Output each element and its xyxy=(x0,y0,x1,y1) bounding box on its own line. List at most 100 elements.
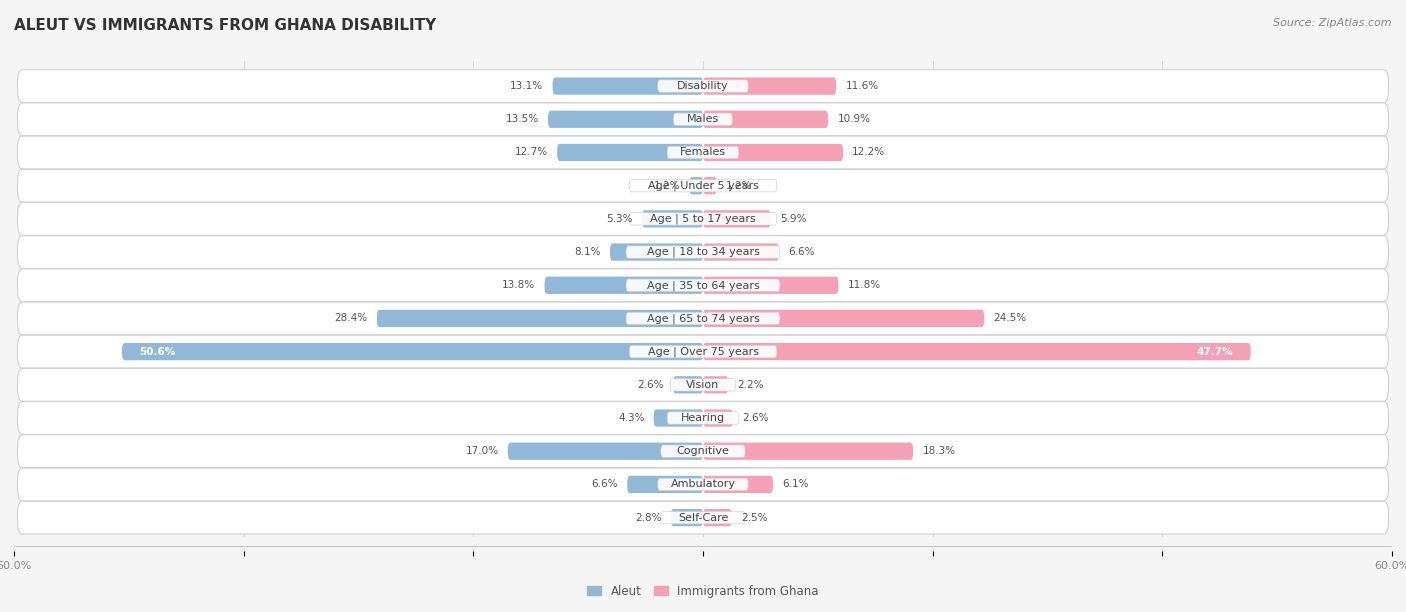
Text: Disability: Disability xyxy=(678,81,728,91)
FancyBboxPatch shape xyxy=(17,368,1389,401)
Text: 2.5%: 2.5% xyxy=(741,513,768,523)
FancyBboxPatch shape xyxy=(703,244,779,261)
FancyBboxPatch shape xyxy=(626,246,780,258)
FancyBboxPatch shape xyxy=(630,179,776,192)
FancyBboxPatch shape xyxy=(661,512,745,524)
FancyBboxPatch shape xyxy=(671,379,735,391)
FancyBboxPatch shape xyxy=(626,279,780,291)
Text: Age | 65 to 74 years: Age | 65 to 74 years xyxy=(647,313,759,324)
Text: 28.4%: 28.4% xyxy=(335,313,368,324)
FancyBboxPatch shape xyxy=(703,409,733,427)
Text: Hearing: Hearing xyxy=(681,413,725,423)
Text: 1.2%: 1.2% xyxy=(654,181,681,191)
FancyBboxPatch shape xyxy=(610,244,703,261)
FancyBboxPatch shape xyxy=(703,177,717,194)
FancyBboxPatch shape xyxy=(666,412,740,424)
FancyBboxPatch shape xyxy=(377,310,703,327)
Text: 12.7%: 12.7% xyxy=(515,147,548,157)
FancyBboxPatch shape xyxy=(703,211,770,228)
FancyBboxPatch shape xyxy=(673,376,703,394)
FancyBboxPatch shape xyxy=(703,343,1251,360)
Text: 18.3%: 18.3% xyxy=(922,446,956,456)
Text: 13.5%: 13.5% xyxy=(506,114,538,124)
FancyBboxPatch shape xyxy=(548,111,703,128)
Text: Ambulatory: Ambulatory xyxy=(671,479,735,490)
FancyBboxPatch shape xyxy=(17,170,1389,202)
FancyBboxPatch shape xyxy=(17,236,1389,269)
Text: 5.9%: 5.9% xyxy=(780,214,807,224)
Text: Source: ZipAtlas.com: Source: ZipAtlas.com xyxy=(1274,18,1392,28)
Text: 12.2%: 12.2% xyxy=(852,147,886,157)
FancyBboxPatch shape xyxy=(122,343,703,360)
FancyBboxPatch shape xyxy=(17,70,1389,102)
Text: 13.1%: 13.1% xyxy=(510,81,543,91)
FancyBboxPatch shape xyxy=(703,144,844,161)
FancyBboxPatch shape xyxy=(703,78,837,95)
FancyBboxPatch shape xyxy=(671,509,703,526)
Text: ALEUT VS IMMIGRANTS FROM GHANA DISABILITY: ALEUT VS IMMIGRANTS FROM GHANA DISABILIT… xyxy=(14,18,436,34)
FancyBboxPatch shape xyxy=(658,478,748,491)
FancyBboxPatch shape xyxy=(703,277,838,294)
FancyBboxPatch shape xyxy=(17,103,1389,136)
Text: 2.6%: 2.6% xyxy=(637,380,664,390)
Text: Age | Under 5 years: Age | Under 5 years xyxy=(648,181,758,191)
FancyBboxPatch shape xyxy=(703,442,912,460)
FancyBboxPatch shape xyxy=(17,335,1389,368)
Text: 50.6%: 50.6% xyxy=(139,346,176,357)
Text: 1.2%: 1.2% xyxy=(725,181,752,191)
Text: 8.1%: 8.1% xyxy=(574,247,600,257)
FancyBboxPatch shape xyxy=(703,310,984,327)
Text: 47.7%: 47.7% xyxy=(1197,346,1233,357)
FancyBboxPatch shape xyxy=(508,442,703,460)
FancyBboxPatch shape xyxy=(17,302,1389,335)
FancyBboxPatch shape xyxy=(17,136,1389,169)
FancyBboxPatch shape xyxy=(17,501,1389,534)
FancyBboxPatch shape xyxy=(17,269,1389,302)
Text: 24.5%: 24.5% xyxy=(994,313,1026,324)
Text: 2.2%: 2.2% xyxy=(738,380,763,390)
FancyBboxPatch shape xyxy=(666,146,740,159)
FancyBboxPatch shape xyxy=(17,401,1389,435)
FancyBboxPatch shape xyxy=(553,78,703,95)
FancyBboxPatch shape xyxy=(673,113,733,125)
Text: Age | 18 to 34 years: Age | 18 to 34 years xyxy=(647,247,759,257)
Text: Females: Females xyxy=(681,147,725,157)
FancyBboxPatch shape xyxy=(654,409,703,427)
FancyBboxPatch shape xyxy=(703,476,773,493)
Text: 11.8%: 11.8% xyxy=(848,280,880,290)
Text: 6.6%: 6.6% xyxy=(592,479,619,490)
Text: 6.6%: 6.6% xyxy=(787,247,814,257)
Text: Age | 35 to 64 years: Age | 35 to 64 years xyxy=(647,280,759,291)
FancyBboxPatch shape xyxy=(658,80,748,92)
Text: Males: Males xyxy=(688,114,718,124)
Text: 6.1%: 6.1% xyxy=(782,479,808,490)
FancyBboxPatch shape xyxy=(689,177,703,194)
Text: 13.8%: 13.8% xyxy=(502,280,536,290)
Text: 2.6%: 2.6% xyxy=(742,413,769,423)
FancyBboxPatch shape xyxy=(544,277,703,294)
FancyBboxPatch shape xyxy=(557,144,703,161)
FancyBboxPatch shape xyxy=(630,212,776,225)
FancyBboxPatch shape xyxy=(627,476,703,493)
FancyBboxPatch shape xyxy=(661,445,745,457)
FancyBboxPatch shape xyxy=(17,203,1389,235)
Text: 10.9%: 10.9% xyxy=(838,114,870,124)
Text: Age | 5 to 17 years: Age | 5 to 17 years xyxy=(650,214,756,224)
Text: 17.0%: 17.0% xyxy=(465,446,499,456)
Text: 5.3%: 5.3% xyxy=(606,214,633,224)
FancyBboxPatch shape xyxy=(630,345,776,358)
Text: Vision: Vision xyxy=(686,380,720,390)
FancyBboxPatch shape xyxy=(17,435,1389,468)
Text: 11.6%: 11.6% xyxy=(845,81,879,91)
FancyBboxPatch shape xyxy=(643,211,703,228)
Text: Cognitive: Cognitive xyxy=(676,446,730,456)
Text: Age | Over 75 years: Age | Over 75 years xyxy=(648,346,758,357)
Text: 2.8%: 2.8% xyxy=(636,513,662,523)
FancyBboxPatch shape xyxy=(703,509,731,526)
Text: 4.3%: 4.3% xyxy=(619,413,644,423)
FancyBboxPatch shape xyxy=(17,468,1389,501)
Text: Self-Care: Self-Care xyxy=(678,513,728,523)
FancyBboxPatch shape xyxy=(703,376,728,394)
FancyBboxPatch shape xyxy=(703,111,828,128)
Legend: Aleut, Immigrants from Ghana: Aleut, Immigrants from Ghana xyxy=(583,581,823,601)
